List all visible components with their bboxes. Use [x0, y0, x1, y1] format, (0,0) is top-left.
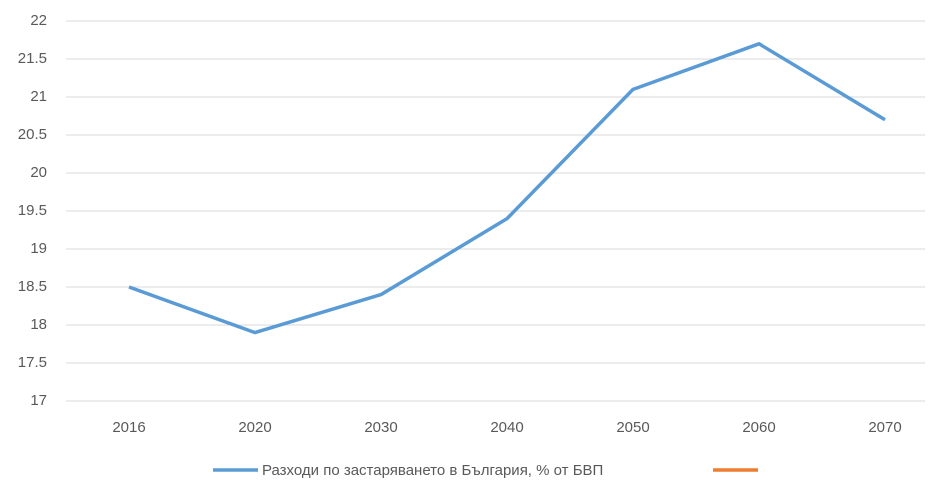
y-tick-label: 21 [30, 88, 47, 105]
y-tick-label: 20 [30, 164, 47, 181]
x-tick-label: 2060 [742, 419, 775, 436]
x-tick-label: 2016 [112, 419, 145, 436]
y-tick-label: 17 [30, 392, 47, 409]
x-tick-label: 2020 [238, 419, 271, 436]
x-tick-label: 2050 [616, 419, 649, 436]
x-tick-label: 2040 [490, 419, 523, 436]
y-tick-label: 17.5 [18, 354, 47, 371]
y-tick-label: 19.5 [18, 202, 47, 219]
y-tick-label: 19 [30, 240, 47, 257]
legend-label: Разходи по застаряването в България, % о… [262, 462, 603, 479]
data-line [128, 42, 886, 335]
y-tick-label: 20.5 [18, 126, 47, 143]
y-tick-label: 21.5 [18, 50, 47, 67]
y-tick-label: 18.5 [18, 278, 47, 295]
y-tick-label: 22 [30, 12, 47, 29]
x-tick-label: 2030 [364, 419, 397, 436]
y-tick-label: 18 [30, 316, 47, 333]
x-tick-label: 2070 [868, 419, 901, 436]
